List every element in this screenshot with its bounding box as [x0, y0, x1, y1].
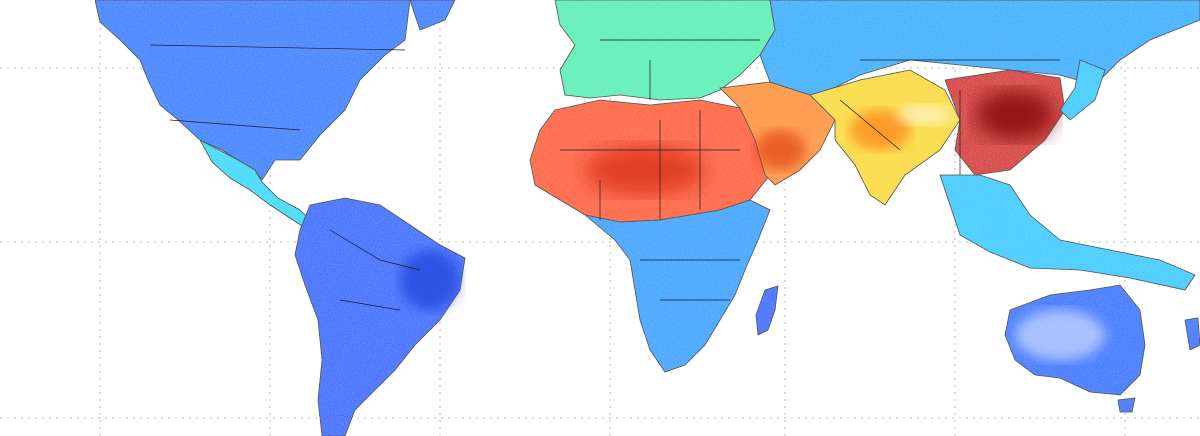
hotspot-arabia [755, 130, 805, 170]
intensity-hotspots [400, 90, 1105, 360]
region-north-america-east[interactable] [409, 0, 456, 31]
region-tasmania[interactable] [1117, 397, 1136, 413]
region-new-zealand[interactable] [1184, 317, 1200, 351]
hotspot-sahara [585, 145, 705, 195]
lowspot-brazil [400, 250, 460, 310]
lowspot-tibet [897, 105, 953, 125]
hotspot-india [850, 110, 910, 150]
hotspot-china [975, 90, 1055, 140]
lowspot-australia [1015, 310, 1105, 360]
country-borders [149, 39, 1060, 311]
land-layer [94, 0, 1200, 436]
region-japan[interactable] [1059, 59, 1106, 121]
region-africa-south[interactable] [584, 199, 771, 373]
region-north-america[interactable] [94, 0, 411, 181]
region-madagascar[interactable] [755, 285, 779, 336]
region-southeast-asia[interactable] [939, 174, 1196, 291]
